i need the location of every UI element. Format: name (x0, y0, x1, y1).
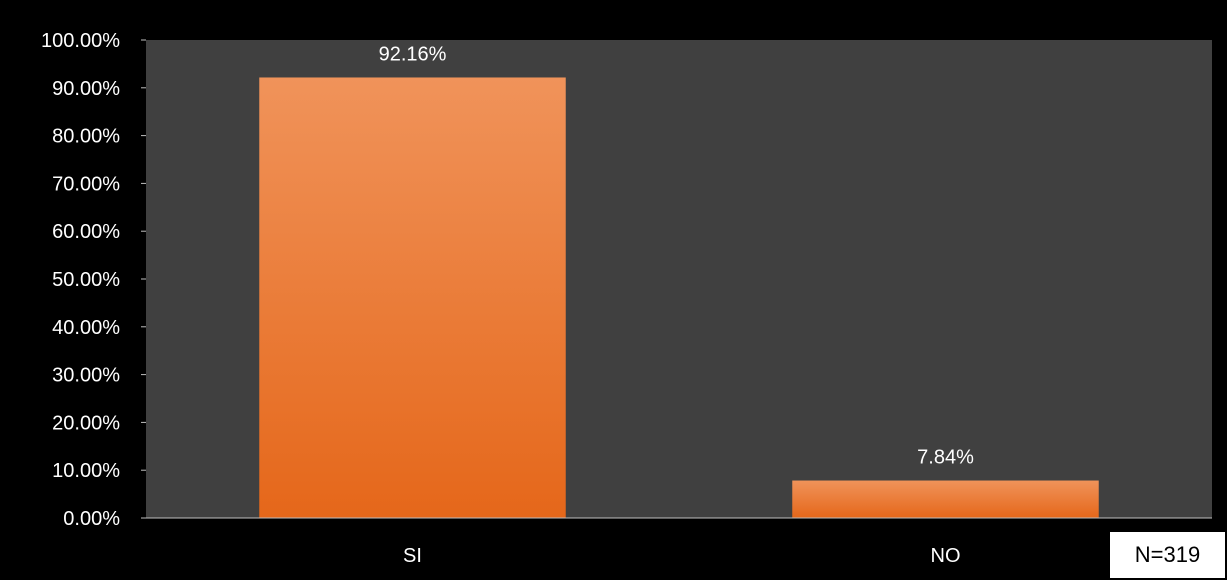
y-tick-label: 40.00% (52, 317, 120, 339)
y-tick-label: 100.00% (41, 30, 120, 52)
y-tick-label: 30.00% (52, 365, 120, 387)
bar-si (259, 77, 566, 519)
y-tick-label: 80.00% (52, 126, 120, 148)
y-tick-label: 50.00% (52, 269, 120, 291)
y-axis: 0.00% 10.00% 20.00% 30.00% 40.00% 50.00% 60.00… (41, 30, 146, 530)
x-axis: SI NO (146, 517, 1212, 567)
data-label-si: 92.16% (379, 43, 447, 65)
y-tick-label: 20.00% (52, 412, 120, 434)
bars-group: 92.16% 7.84% (259, 43, 1099, 519)
x-tick-label: NO (931, 545, 961, 567)
data-label-no: 7.84% (917, 447, 974, 469)
bar-no (792, 480, 1099, 518)
y-tick-label: 10.00% (52, 460, 120, 482)
y-tick-label: 0.00% (63, 508, 120, 530)
y-tick-label: 60.00% (52, 221, 120, 243)
y-tick-label: 90.00% (52, 78, 120, 100)
sample-size-label: N=319 (1110, 532, 1225, 578)
x-tick-label: SI (403, 545, 422, 567)
y-tick-label: 70.00% (52, 173, 120, 195)
